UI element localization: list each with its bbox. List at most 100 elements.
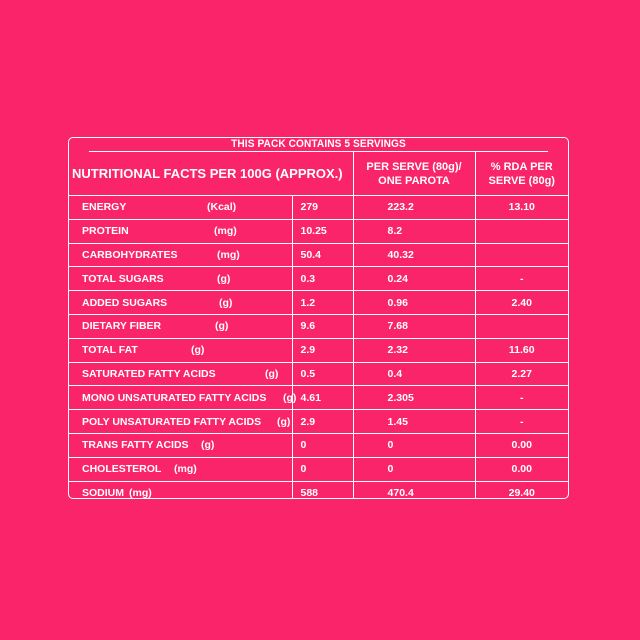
rda-value: 2.40: [474, 290, 568, 315]
nutrient-unit: (g): [191, 344, 205, 357]
per-100g-value: 1.2: [291, 290, 354, 315]
per-serve-value: 0: [352, 432, 476, 458]
nutrient-cell: POLY UNSATURATED FATTY ACIDS (g): [69, 409, 293, 434]
per-serve-value: 2.32: [352, 337, 476, 363]
nutrient-name: CHOLESTEROL: [82, 463, 162, 476]
rda-value: -: [474, 385, 568, 411]
nutrient-cell: PROTEIN (mg): [69, 218, 293, 244]
nutrition-facts-panel: THIS PACK CONTAINS 5 SERVINGS NUTRITIONA…: [68, 137, 569, 499]
nutrient-cell: TRANS FATTY ACIDS (g): [69, 432, 293, 458]
rda-value: 0.00: [474, 456, 568, 482]
per-100g-value: 0: [291, 432, 354, 458]
table-row: TOTAL FAT (g) 2.9 2.32 11.60: [69, 337, 568, 363]
per-100g-value: 279: [291, 195, 354, 220]
nutrient-unit: (mg): [217, 248, 240, 261]
nutrient-unit: (Kcal): [207, 201, 237, 214]
header-rda-line1: % RDA PER: [490, 160, 553, 173]
per-100g-value: 4.61: [291, 385, 354, 411]
nutrient-cell: TOTAL SUGARS (g): [69, 266, 293, 292]
per-serve-value: 0.4: [352, 361, 476, 387]
nutrient-name: POLY UNSATURATED FATTY ACIDS: [82, 415, 262, 428]
table-row: DIETARY FIBER (g) 9.6 7.68: [69, 313, 568, 339]
table-row: PROTEIN (mg) 10.25 8.2: [69, 218, 568, 244]
per-serve-value: 0.96: [352, 290, 476, 315]
header-nutritional-facts: NUTRITIONAL FACTS PER 100G (APPROX.): [69, 152, 354, 196]
nutrient-unit: (mg): [214, 225, 237, 238]
header-per-serve-line1: PER SERVE (80g)/: [366, 160, 462, 173]
nutrient-cell: ENERGY (Kcal): [69, 195, 293, 220]
nutrient-unit: (g): [219, 296, 233, 309]
per-serve-value: 7.68: [352, 313, 476, 339]
per-serve-value: 470.4: [352, 480, 476, 498]
per-100g-value: 9.6: [291, 313, 354, 339]
table-row: MONO UNSATURATED FATTY ACIDS (g) 4.61 2.305…: [69, 385, 568, 411]
nutrient-unit: (g): [283, 391, 297, 404]
header-rda-line2: SERVE (80g): [488, 174, 555, 187]
per-100g-value: 588: [291, 480, 354, 498]
rda-value: 0.00: [474, 432, 568, 458]
nutrient-unit: (g): [265, 367, 279, 380]
nutrient-cell: CARBOHYDRATES (mg): [69, 242, 293, 268]
per-serve-value: 8.2: [352, 218, 476, 244]
header-row: NUTRITIONAL FACTS PER 100G (APPROX.) PER…: [69, 152, 568, 196]
per-serve-value: 0: [352, 456, 476, 482]
nutrient-name: TOTAL FAT: [82, 344, 138, 357]
nutrient-name: SODIUM: [82, 486, 124, 499]
per-serve-value: 223.2: [352, 195, 476, 220]
rda-value: [474, 218, 568, 244]
table-row: ENERGY (Kcal) 279 223.2 13.10: [69, 195, 568, 220]
nutrient-name: ADDED SUGARS: [82, 296, 168, 309]
nutrient-cell: SODIUM (mg): [69, 480, 293, 499]
table-row: SODIUM (mg) 588 470.4 29.40: [69, 480, 568, 499]
nutrient-cell: DIETARY FIBER (g): [69, 313, 293, 339]
nutrient-name: DIETARY FIBER: [82, 320, 162, 333]
per-100g-value: 0: [291, 456, 354, 482]
table-row: CHOLESTEROL (mg) 0 0 0.00: [69, 456, 568, 482]
nutrient-name: SATURATED FATTY ACIDS: [82, 367, 216, 380]
rda-value: [474, 242, 568, 268]
nutrient-name: TRANS FATTY ACIDS: [82, 439, 189, 452]
per-serve-value: 0.24: [352, 266, 476, 292]
header-per-serve: PER SERVE (80g)/ ONE PAROTA: [352, 152, 476, 196]
table-row: ADDED SUGARS (g) 1.2 0.96 2.40: [69, 290, 568, 315]
rda-value: -: [474, 266, 568, 292]
nutrient-name: MONO UNSATURATED FATTY ACIDS: [82, 391, 267, 404]
nutrient-name: TOTAL SUGARS: [82, 272, 164, 285]
nutrient-unit: (g): [215, 320, 229, 333]
per-100g-value: 2.9: [291, 337, 354, 363]
rda-value: -: [474, 409, 568, 434]
per-100g-value: 2.9: [291, 409, 354, 434]
nutrient-unit: (g): [277, 415, 291, 428]
nutrient-cell: TOTAL FAT (g): [69, 337, 293, 363]
nutrient-cell: CHOLESTEROL (mg): [69, 456, 293, 482]
nutrient-name: CARBOHYDRATES: [82, 248, 178, 261]
nutrient-name: PROTEIN: [82, 225, 129, 238]
header-rda: % RDA PER SERVE (80g): [474, 152, 568, 196]
table-row: SATURATED FATTY ACIDS (g) 0.5 0.4 2.27: [69, 361, 568, 387]
nutrient-name: ENERGY: [82, 201, 127, 214]
rda-value: [474, 313, 568, 339]
nutrient-unit: (mg): [174, 463, 197, 476]
rda-value: 29.40: [474, 480, 568, 498]
rda-value: 13.10: [474, 195, 568, 220]
nutrition-table: NUTRITIONAL FACTS PER 100G (APPROX.) PER…: [69, 152, 568, 499]
per-100g-value: 0.3: [291, 266, 354, 292]
per-100g-value: 10.25: [291, 218, 354, 244]
per-100g-value: 0.5: [291, 361, 354, 387]
per-serve-value: 2.305: [352, 385, 476, 411]
nutrient-unit: (g): [201, 439, 215, 452]
rda-value: 2.27: [474, 361, 568, 387]
nutrient-cell: MONO UNSATURATED FATTY ACIDS (g): [69, 385, 296, 411]
header-per-serve-line2: ONE PAROTA: [378, 174, 450, 187]
per-serve-value: 40.32: [352, 242, 476, 268]
per-serve-value: 1.45: [352, 409, 476, 434]
nutrient-cell: SATURATED FATTY ACIDS (g): [69, 361, 293, 387]
table-row: CARBOHYDRATES (mg) 50.4 40.32: [69, 242, 568, 268]
nutrient-cell: ADDED SUGARS (g): [69, 290, 293, 315]
servings-title: THIS PACK CONTAINS 5 SERVINGS: [88, 138, 549, 152]
nutrient-unit: (g): [217, 272, 231, 285]
table-row: POLY UNSATURATED FATTY ACIDS (g) 2.9 1.45-: [69, 409, 568, 434]
table-row: TOTAL SUGARS (g) 0.3 0.24-: [69, 266, 568, 292]
nutrient-unit: (mg): [129, 486, 152, 499]
table-row: TRANS FATTY ACIDS (g) 0 0 0.00: [69, 432, 568, 458]
